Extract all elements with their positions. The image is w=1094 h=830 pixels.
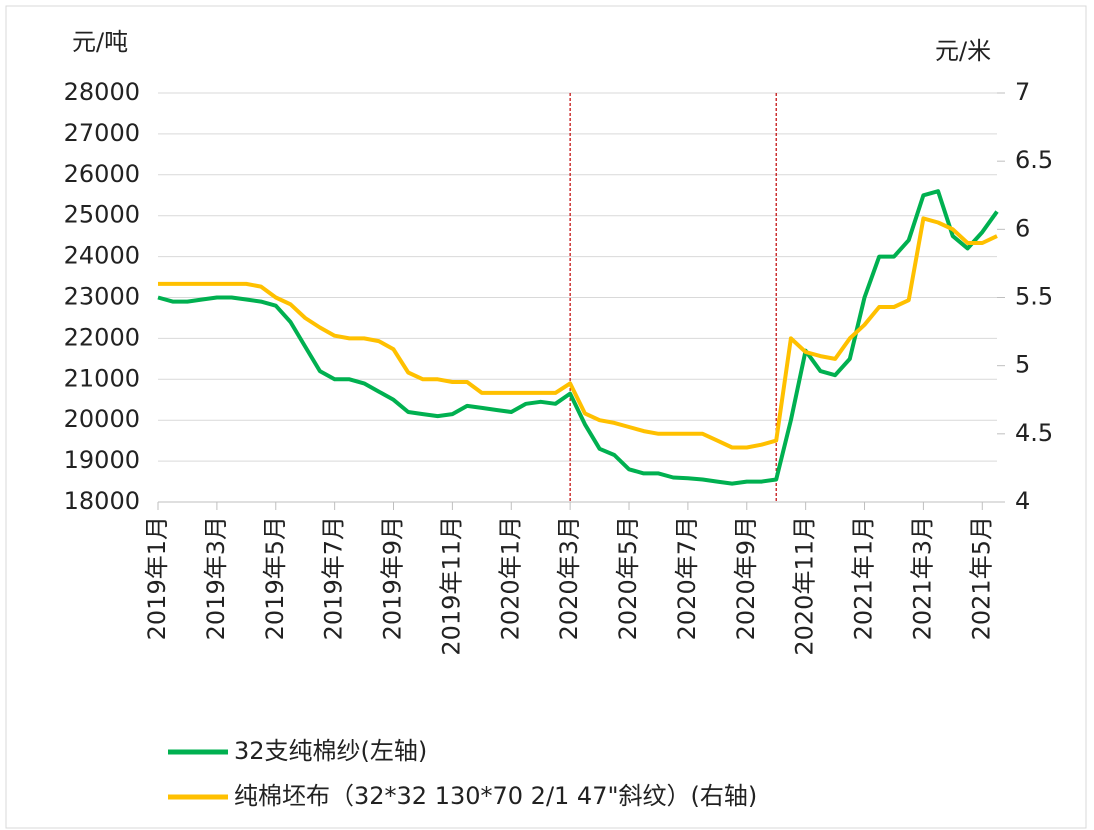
x-tick-label: 2020年5月 bbox=[614, 516, 642, 640]
y-tick-label: 25000 bbox=[64, 201, 140, 229]
x-tick-label: 2020年7月 bbox=[673, 516, 701, 640]
x-tick-label: 2020年9月 bbox=[732, 516, 760, 640]
y2-tick-label: 6.5 bbox=[1015, 146, 1053, 174]
y2-tick-label: 5 bbox=[1015, 351, 1030, 379]
y2-tick-label: 6 bbox=[1015, 214, 1030, 242]
y2-tick-label: 7 bbox=[1015, 78, 1030, 106]
x-tick-label: 2020年1月 bbox=[496, 516, 524, 640]
y-tick-label: 21000 bbox=[64, 364, 140, 392]
frame bbox=[5, 5, 1087, 829]
y-tick-label: 23000 bbox=[64, 283, 140, 311]
x-tick-label: 2019年11月 bbox=[437, 516, 465, 656]
x-tick-label: 2019年1月 bbox=[143, 516, 171, 640]
x-tick-label: 2021年5月 bbox=[967, 516, 995, 640]
x-tick-label: 2019年7月 bbox=[320, 516, 348, 640]
x-tick-label: 2019年9月 bbox=[379, 516, 407, 640]
x-tick-label: 2021年3月 bbox=[908, 516, 936, 640]
x-tick-label: 2019年3月 bbox=[202, 516, 230, 640]
y-tick-label: 22000 bbox=[64, 323, 140, 351]
y2-tick-label: 4 bbox=[1015, 487, 1030, 515]
y2-axis-label: 元/米 bbox=[935, 37, 991, 65]
x-tick-label: 2020年3月 bbox=[555, 516, 583, 640]
series-line bbox=[158, 216, 998, 450]
y-tick-label: 19000 bbox=[64, 446, 140, 474]
y-tick-label: 24000 bbox=[64, 242, 140, 270]
series-line bbox=[157, 189, 999, 486]
y-tick-label: 28000 bbox=[64, 78, 140, 106]
y2-tick-label: 5.5 bbox=[1015, 283, 1053, 311]
y-tick-label: 27000 bbox=[64, 119, 140, 147]
x-tick-label: 2021年1月 bbox=[850, 516, 878, 640]
legend-label: 纯棉坯布（32*32 130*70 2/1 47"斜纹）(右轴) bbox=[234, 782, 757, 810]
x-tick-label: 2020年11月 bbox=[791, 516, 819, 656]
x-tick-label: 2019年5月 bbox=[261, 516, 289, 640]
y-axis-label: 元/吨 bbox=[72, 28, 128, 56]
y-tick-label: 26000 bbox=[64, 160, 140, 188]
y-tick-label: 18000 bbox=[64, 487, 140, 515]
y2-tick-label: 4.5 bbox=[1015, 419, 1053, 447]
legend-label: 32支纯棉纱(左轴) bbox=[234, 737, 427, 765]
y-tick-label: 20000 bbox=[64, 405, 140, 433]
